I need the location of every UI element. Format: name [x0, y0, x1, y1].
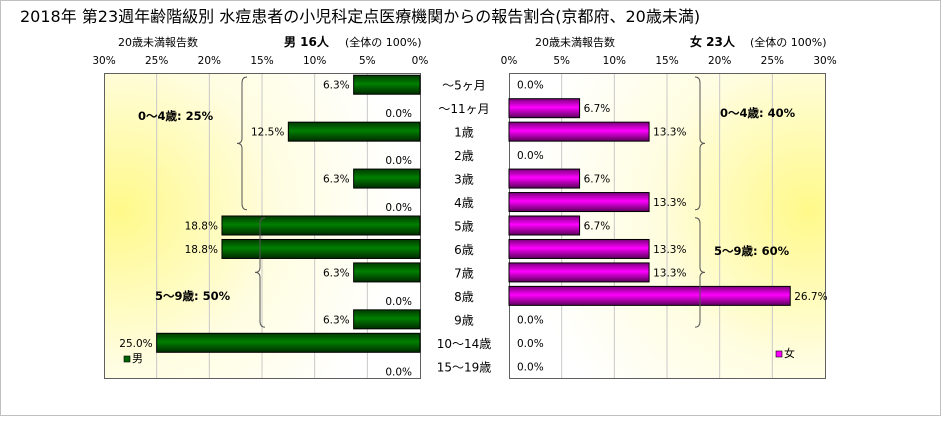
male-bar [221, 238, 421, 259]
male-tick-label: 15% [250, 55, 273, 67]
female-data-label: 6.7% [584, 103, 611, 115]
male-data-label: 6.3% [323, 267, 350, 279]
male-group-label: 5～9歳: 50% [155, 289, 231, 303]
category-label: 6歳 [454, 243, 474, 257]
female-legend-swatch [775, 350, 783, 358]
category-label: 7歳 [454, 266, 474, 280]
female-data-label: 26.7% [794, 291, 827, 303]
male-tick-label: 25% [145, 55, 168, 67]
male-bar [221, 215, 421, 236]
male-header-label: 20歳未満報告数 [118, 36, 198, 49]
male-data-label: 0.0% [385, 155, 412, 167]
male-tick-label: 0% [412, 55, 429, 67]
female-bar [508, 285, 791, 306]
male-header-share: (全体の 100%) [345, 35, 422, 49]
female-bar [508, 98, 581, 119]
male-data-label: 6.3% [323, 174, 350, 186]
male-data-label: 0.0% [385, 366, 412, 378]
female-tick-label: 30% [813, 55, 836, 67]
female-group-brace [694, 76, 706, 211]
category-label: 10～14歳 [437, 337, 492, 351]
male-group-label: 0～4歳: 25% [138, 109, 214, 123]
male-tick-label: 20% [198, 55, 221, 67]
male-legend-label: 男 [132, 352, 143, 365]
male-bar [156, 332, 421, 353]
male-data-label: 12.5% [251, 127, 284, 139]
female-bar [508, 262, 650, 283]
male-data-label: 0.0% [385, 296, 412, 308]
male-group-brace [254, 217, 266, 328]
female-data-label: 0.0% [517, 361, 544, 373]
category-label: 4歳 [454, 196, 474, 210]
male-data-label: 6.3% [323, 80, 350, 92]
female-data-label: 0.0% [517, 314, 544, 326]
male-bar [287, 121, 421, 142]
female-group-label: 0～4歳: 40% [720, 106, 796, 120]
female-bar [508, 168, 581, 189]
female-data-label: 0.0% [517, 150, 544, 162]
female-data-label: 6.7% [584, 174, 611, 186]
female-bar [508, 215, 581, 236]
female-bar [508, 192, 650, 213]
female-tick-label: 20% [708, 55, 731, 67]
male-group-brace [236, 76, 248, 211]
male-data-label: 0.0% [385, 108, 412, 120]
category-label: 5歳 [454, 220, 474, 234]
chart-title: 2018年 第23週年齢階級別 水痘患者の小児科定点医療機関からの報告割合(京都… [20, 7, 700, 26]
male-data-label: 6.3% [323, 314, 350, 326]
female-group-label: 5～9歳: 60% [714, 244, 790, 258]
male-tick-label: 10% [303, 55, 326, 67]
female-bar [508, 238, 650, 259]
female-tick-label: 10% [603, 55, 626, 67]
female-bar [508, 121, 650, 142]
female-tick-label: 0% [501, 55, 518, 67]
female-data-label: 6.7% [584, 221, 611, 233]
category-label: 15～19歳 [437, 360, 492, 374]
female-data-label: 13.3% [653, 197, 686, 209]
male-data-label: 0.0% [385, 202, 412, 214]
male-tick-label: 5% [359, 55, 376, 67]
male-header-count: 男 16人 [284, 34, 330, 49]
category-label: 2歳 [454, 149, 474, 163]
female-header-label: 20歳未満報告数 [535, 36, 615, 49]
female-data-label: 13.3% [653, 267, 686, 279]
female-tick-label: 25% [761, 55, 784, 67]
male-tick-label: 30% [92, 55, 115, 67]
male-bar [353, 74, 421, 95]
female-header-count: 女 23人 [690, 34, 736, 49]
male-bar [353, 168, 421, 189]
female-data-label: 0.0% [517, 338, 544, 350]
female-data-label: 13.3% [653, 127, 686, 139]
female-header-share: (全体の 100%) [750, 35, 827, 49]
category-label: 9歳 [454, 313, 474, 327]
male-data-label: 18.8% [185, 244, 218, 256]
female-data-label: 0.0% [517, 80, 544, 92]
female-data-label: 13.3% [653, 244, 686, 256]
male-bar [353, 309, 421, 330]
female-tick-label: 5% [553, 55, 570, 67]
male-legend-swatch [123, 355, 131, 363]
female-legend-label: 女 [784, 346, 795, 360]
female-group-brace [694, 217, 706, 328]
category-label: 1歳 [454, 126, 474, 140]
category-label: 3歳 [454, 173, 474, 187]
category-label: ～5ヶ月 [442, 79, 486, 93]
male-data-label: 18.8% [185, 221, 218, 233]
category-label: 8歳 [454, 290, 474, 304]
male-bar [353, 262, 421, 283]
male-data-label: 25.0% [119, 338, 152, 350]
category-label: ～11ヶ月 [438, 102, 489, 116]
female-tick-label: 15% [655, 55, 678, 67]
